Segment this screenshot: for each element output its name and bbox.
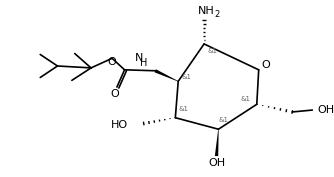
Text: N: N <box>135 53 143 63</box>
Text: O: O <box>111 89 119 99</box>
Polygon shape <box>155 69 178 82</box>
Text: NH: NH <box>198 6 214 16</box>
Text: O: O <box>108 57 117 67</box>
Text: H: H <box>140 58 147 68</box>
Text: &1: &1 <box>240 96 250 102</box>
Text: OH: OH <box>317 105 334 115</box>
Text: O: O <box>261 60 270 70</box>
Text: &1: &1 <box>179 106 189 112</box>
Text: &1: &1 <box>218 117 228 123</box>
Text: &1: &1 <box>208 48 218 54</box>
Text: 2: 2 <box>214 10 219 19</box>
Text: HO: HO <box>111 120 128 130</box>
Text: &1: &1 <box>182 73 192 79</box>
Text: OH: OH <box>208 158 225 168</box>
Polygon shape <box>215 129 219 156</box>
